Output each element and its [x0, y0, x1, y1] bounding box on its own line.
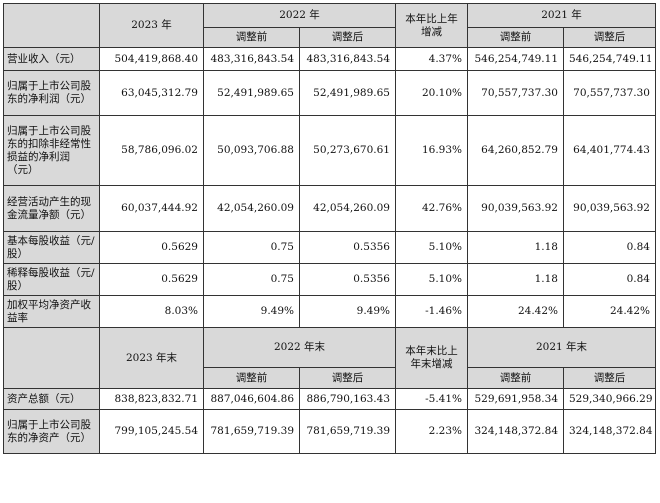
header-2022-before: 调整前	[203, 27, 300, 48]
table-row: 基本每股收益（元/股） 0.5629 0.75 0.5356 5.10% 1.1…	[3, 231, 656, 264]
cell-2021-before: 546,254,749.11	[467, 47, 564, 71]
cell-2021-before: 90,039,563.92	[467, 185, 564, 232]
cell-2022-before: 0.75	[203, 263, 300, 296]
cell-change: -5.41%	[395, 388, 468, 410]
cell-2022-before: 483,316,843.54	[203, 47, 300, 71]
cell-2022-after: 886,790,163.43	[299, 388, 396, 410]
corner-cell	[3, 3, 100, 48]
row-label: 归属于上市公司股东的净资产（元）	[3, 409, 100, 454]
cell-2021-after: 70,557,737.30	[563, 70, 656, 116]
cell-2022-before: 42,054,260.09	[203, 185, 300, 232]
cell-2021-after: 24.42%	[563, 295, 656, 328]
cell-2022-before: 52,491,989.65	[203, 70, 300, 116]
cell-change: 2.23%	[395, 409, 468, 454]
cell-2021-before: 24.42%	[467, 295, 564, 328]
table-row: 资产总额（元） 838,823,832.71 887,046,604.86 88…	[3, 388, 656, 410]
cell-2023: 63,045,312.79	[99, 70, 204, 116]
header-2021-end-before: 调整前	[467, 367, 564, 389]
table-row: 稀释每股收益（元/股） 0.5629 0.75 0.5356 5.10% 1.1…	[3, 263, 656, 296]
header-row-1: 2023 年 2022 年 本年比上年增减 2021 年	[3, 3, 656, 48]
cell-2023: 0.5629	[99, 263, 204, 296]
cell-change: 5.10%	[395, 263, 468, 296]
financial-table-container: 2023 年 2022 年 本年比上年增减 2021 年 调整前 调整后 调整前…	[3, 3, 656, 454]
cell-change: 20.10%	[395, 70, 468, 116]
row-label: 加权平均净资产收益率	[3, 295, 100, 328]
cell-2021-after: 546,254,749.11	[563, 47, 656, 71]
cell-2021-after: 324,148,372.84	[563, 409, 656, 454]
cell-2022-after: 9.49%	[299, 295, 396, 328]
header-2021-end: 2021 年末	[467, 327, 656, 368]
cell-change: 4.37%	[395, 47, 468, 71]
row-label: 营业收入（元）	[3, 47, 100, 71]
table-row: 营业收入（元） 504,419,868.40 483,316,843.54 48…	[3, 47, 656, 71]
cell-change: 42.76%	[395, 185, 468, 232]
header-2021-before: 调整前	[467, 27, 564, 48]
header-2022-end-before: 调整前	[203, 367, 300, 389]
cell-2021-before: 70,557,737.30	[467, 70, 564, 116]
cell-2022-after: 0.5356	[299, 263, 396, 296]
cell-2021-before: 64,260,852.79	[467, 115, 564, 186]
cell-2021-after: 64,401,774.43	[563, 115, 656, 186]
header-2022-end-after: 调整后	[299, 367, 396, 389]
header-2022-after: 调整后	[299, 27, 396, 48]
cell-2021-after: 0.84	[563, 231, 656, 264]
cell-2021-before: 1.18	[467, 263, 564, 296]
cell-change: -1.46%	[395, 295, 468, 328]
cell-2023: 799,105,245.54	[99, 409, 204, 454]
cell-2021-before: 1.18	[467, 231, 564, 264]
cell-2022-before: 781,659,719.39	[203, 409, 300, 454]
header-2021-end-after: 调整后	[563, 367, 656, 389]
cell-2021-after: 90,039,563.92	[563, 185, 656, 232]
header-change: 本年比上年增减	[395, 3, 468, 48]
cell-2023: 838,823,832.71	[99, 388, 204, 410]
table-row: 归属于上市公司股东的净利润（元） 63,045,312.79 52,491,98…	[3, 70, 656, 116]
table-row: 归属于上市公司股东的净资产（元） 799,105,245.54 781,659,…	[3, 409, 656, 454]
header-change-end: 本年末比上年末增减	[395, 327, 468, 389]
corner-cell	[3, 327, 100, 389]
cell-2022-after: 483,316,843.54	[299, 47, 396, 71]
table-row: 经营活动产生的现金流量净额（元） 60,037,444.92 42,054,26…	[3, 185, 656, 232]
cell-2023: 58,786,096.02	[99, 115, 204, 186]
header-2023: 2023 年	[99, 3, 204, 48]
cell-2023: 0.5629	[99, 231, 204, 264]
row-label: 归属于上市公司股东的扣除非经常性损益的净利润（元）	[3, 115, 100, 186]
table-row: 归属于上市公司股东的扣除非经常性损益的净利润（元） 58,786,096.02 …	[3, 115, 656, 186]
row-label: 归属于上市公司股东的净利润（元）	[3, 70, 100, 116]
cell-2022-before: 887,046,604.86	[203, 388, 300, 410]
header-row-2: 调整前 调整后 调整前 调整后	[4, 27, 656, 48]
cell-2022-after: 781,659,719.39	[299, 409, 396, 454]
header-2022: 2022 年	[203, 3, 396, 28]
cell-2023: 504,419,868.40	[99, 47, 204, 71]
cell-2021-after: 0.84	[563, 263, 656, 296]
cell-change: 16.93%	[395, 115, 468, 186]
header-row-3: 2023 年末 2022 年末 本年末比上年末增减 2021 年末	[3, 327, 656, 389]
header-2023-end: 2023 年末	[99, 327, 204, 389]
row-label: 资产总额（元）	[3, 388, 100, 410]
cell-2022-before: 0.75	[203, 231, 300, 264]
cell-2023: 8.03%	[99, 295, 204, 328]
row-label: 基本每股收益（元/股）	[3, 231, 100, 264]
cell-2021-before: 324,148,372.84	[467, 409, 564, 454]
table-row: 加权平均净资产收益率 8.03% 9.49% 9.49% -1.46% 24.4…	[3, 295, 656, 328]
cell-change: 5.10%	[395, 231, 468, 264]
cell-2021-before: 529,691,958.34	[467, 388, 564, 410]
cell-2022-after: 52,491,989.65	[299, 70, 396, 116]
cell-2023: 60,037,444.92	[99, 185, 204, 232]
cell-2021-after: 529,340,966.29	[563, 388, 656, 410]
header-2021: 2021 年	[467, 3, 656, 28]
header-2021-after: 调整后	[563, 27, 656, 48]
header-2022-end: 2022 年末	[203, 327, 396, 368]
cell-2022-before: 9.49%	[203, 295, 300, 328]
cell-2022-before: 50,093,706.88	[203, 115, 300, 186]
cell-2022-after: 42,054,260.09	[299, 185, 396, 232]
cell-2022-after: 50,273,670.61	[299, 115, 396, 186]
key-financial-indicators-table: 2023 年 2022 年 本年比上年增减 2021 年 调整前 调整后 调整前…	[3, 3, 656, 454]
row-label: 经营活动产生的现金流量净额（元）	[3, 185, 100, 232]
cell-2022-after: 0.5356	[299, 231, 396, 264]
row-label: 稀释每股收益（元/股）	[3, 263, 100, 296]
